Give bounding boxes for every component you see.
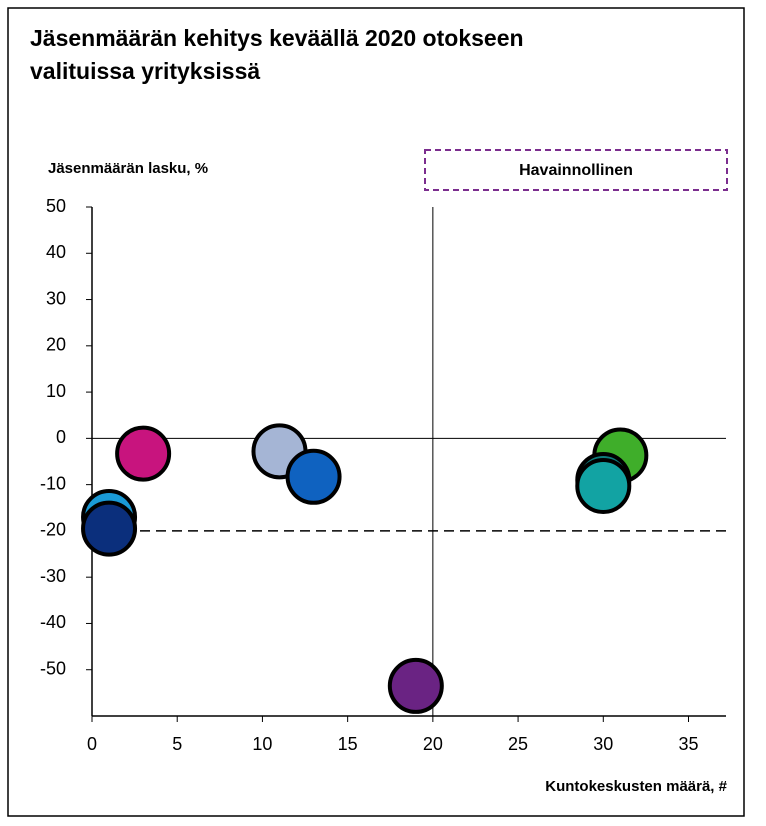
y-tick-label: -10 bbox=[40, 473, 66, 493]
x-tick-label: 20 bbox=[423, 734, 443, 754]
y-tick-label: -20 bbox=[40, 520, 66, 540]
chart-title: valituissa yrityksissä bbox=[30, 58, 260, 84]
y-tick-label: 50 bbox=[46, 196, 66, 216]
x-tick-label: 35 bbox=[678, 734, 698, 754]
y-tick-label: 10 bbox=[46, 381, 66, 401]
point bbox=[285, 448, 342, 505]
x-tick-label: 0 bbox=[87, 734, 97, 754]
point bbox=[81, 500, 138, 557]
x-tick-label: 5 bbox=[172, 734, 182, 754]
y-tick-label: 30 bbox=[46, 288, 66, 308]
x-tick-label: 10 bbox=[252, 734, 272, 754]
point bbox=[575, 458, 632, 515]
annotation-box bbox=[424, 149, 728, 191]
frame bbox=[7, 7, 745, 817]
y-axis-label: Jäsenmäärän lasku, % bbox=[48, 160, 208, 177]
chart-title: Jäsenmäärän kehitys keväällä 2020 otokse… bbox=[30, 25, 524, 51]
annotation: Havainnollinen bbox=[519, 162, 633, 179]
point bbox=[115, 425, 172, 482]
y-tick-label: 0 bbox=[56, 427, 66, 447]
y-tick-label: -30 bbox=[40, 566, 66, 586]
x-tick-label: 30 bbox=[593, 734, 613, 754]
x-axis-label: Kuntokeskusten määrä, # bbox=[545, 778, 727, 795]
y-tick-label: 20 bbox=[46, 335, 66, 355]
x-tick-label: 25 bbox=[508, 734, 528, 754]
y-tick-label: -40 bbox=[40, 612, 66, 632]
y-tick-label: -50 bbox=[40, 658, 66, 678]
y-tick-label: 40 bbox=[46, 242, 66, 262]
x-tick-label: 15 bbox=[338, 734, 358, 754]
point bbox=[387, 657, 444, 714]
